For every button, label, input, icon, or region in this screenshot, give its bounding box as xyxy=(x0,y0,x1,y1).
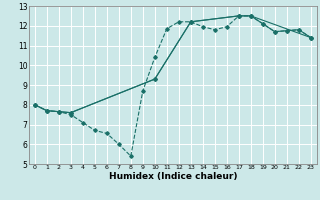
X-axis label: Humidex (Indice chaleur): Humidex (Indice chaleur) xyxy=(108,172,237,181)
